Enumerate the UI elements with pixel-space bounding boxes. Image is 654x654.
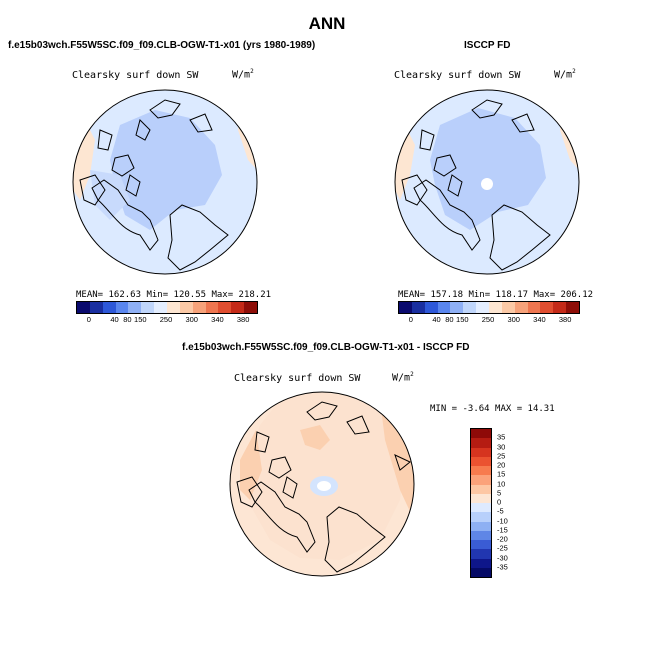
colorbar-swatch bbox=[205, 302, 219, 313]
colorbar-ticks-left: 0 40 80 150 250 300 340 380 bbox=[76, 315, 256, 325]
colorbar-tick-label: 150 bbox=[456, 315, 469, 324]
colorbar-tick-label: -15 bbox=[497, 525, 508, 535]
colorbar-swatch bbox=[471, 438, 491, 448]
colorbar-tick-label: 340 bbox=[533, 315, 546, 324]
colorbar-swatch bbox=[218, 302, 232, 313]
colorbar-swatch bbox=[471, 475, 491, 485]
colorbar-tick-label: 380 bbox=[236, 315, 250, 324]
diff-title: f.e15b03wch.F55W5SC.f09_f09.CLB-OGW-T1-x… bbox=[182, 342, 470, 353]
colorbar-swatch bbox=[411, 302, 425, 313]
colorbar-tick-label: 25 bbox=[497, 451, 506, 461]
colorbar-swatch bbox=[141, 302, 155, 313]
colorbar-swatch bbox=[128, 302, 142, 313]
page-title: ANN bbox=[308, 14, 346, 33]
colorbar-swatch bbox=[244, 302, 258, 313]
colorbar-swatch bbox=[489, 302, 502, 313]
colorbar-tick-label: 40 bbox=[432, 315, 441, 324]
colorbar-swatch bbox=[115, 302, 129, 313]
diff-minmax: MIN = -3.64 MAX = 14.31 bbox=[430, 404, 555, 414]
colorbar-tick-label: 80 bbox=[123, 315, 132, 324]
colorbar-tick-label: 300 bbox=[507, 315, 520, 324]
colorbar-swatch bbox=[463, 302, 477, 313]
colorbar-tick-label: 80 bbox=[445, 315, 454, 324]
colorbar-swatch bbox=[399, 302, 412, 313]
colorbar-tick-label: 15 bbox=[497, 469, 506, 479]
colorbar-swatch bbox=[167, 302, 180, 313]
colorbar-diff bbox=[470, 428, 492, 578]
variable-label-right: Clearsky surf down SW bbox=[394, 70, 521, 81]
colorbar-tick-label: 380 bbox=[558, 315, 572, 324]
colorbar-tick-label: 10 bbox=[497, 479, 506, 488]
colorbar-swatch bbox=[471, 503, 491, 513]
colorbar-swatch bbox=[471, 429, 491, 439]
stats-left: MEAN= 162.63 Min= 120.55 Max= 218.21 bbox=[76, 290, 272, 300]
variable-label-left: Clearsky surf down SW bbox=[72, 70, 199, 81]
colorbar-tick-label: 0 bbox=[497, 497, 502, 507]
colorbar-swatch bbox=[471, 447, 491, 457]
colorbar-tick-label: -25 bbox=[497, 543, 508, 553]
colorbar-tick-label: -35 bbox=[497, 562, 508, 572]
colorbar-tick-label: 250 bbox=[159, 315, 173, 324]
case-title-right: ISCCP FD bbox=[464, 40, 511, 51]
colorbar-tick-label: -30 bbox=[497, 553, 508, 562]
colorbar-swatch bbox=[89, 302, 103, 313]
colorbar-swatch bbox=[471, 456, 491, 466]
colorbar-swatch bbox=[471, 484, 491, 494]
colorbar-swatch bbox=[471, 521, 491, 531]
colorbar-swatch bbox=[231, 302, 245, 313]
colorbar-ticks-right: 0 40 80 150 250 300 340 380 bbox=[398, 315, 578, 325]
colorbar-tick-label: -10 bbox=[497, 516, 508, 525]
units-label-diff: W/m2 bbox=[392, 371, 414, 384]
colorbar-swatch bbox=[471, 512, 491, 522]
colorbar-tick-label: 30 bbox=[497, 442, 506, 451]
colorbar-swatch bbox=[192, 302, 206, 313]
colorbar-tick-label: 35 bbox=[497, 432, 506, 442]
colorbar-swatch bbox=[514, 302, 528, 313]
colorbar-tick-label: 5 bbox=[497, 488, 502, 498]
colorbar-swatch bbox=[77, 302, 90, 313]
colorbar-tick-label: 20 bbox=[497, 460, 506, 470]
colorbar-swatch bbox=[471, 493, 491, 503]
colorbar-swatch bbox=[154, 302, 168, 313]
colorbar-swatch bbox=[424, 302, 438, 313]
colorbar-swatch bbox=[471, 558, 491, 568]
colorbar-right bbox=[398, 301, 580, 314]
colorbar-tick-label: 150 bbox=[134, 315, 147, 324]
colorbar-swatch bbox=[102, 302, 116, 313]
colorbar-tick-label: -20 bbox=[497, 534, 508, 544]
colorbar-tick-label: 340 bbox=[211, 315, 224, 324]
colorbar-tick-label: 0 bbox=[408, 315, 413, 324]
colorbar-swatch bbox=[553, 302, 567, 313]
colorbar-swatch bbox=[566, 302, 580, 313]
colorbar-tick-label: 300 bbox=[185, 315, 198, 324]
colorbar-tick-label: -5 bbox=[497, 506, 504, 516]
colorbar-swatch bbox=[471, 549, 491, 559]
stats-right: MEAN= 157.18 Min= 118.17 Max= 206.12 bbox=[398, 290, 594, 300]
units-label-left: W/m2 bbox=[232, 68, 254, 81]
colorbar-tick-label: 40 bbox=[110, 315, 119, 324]
colorbar-swatch bbox=[437, 302, 451, 313]
colorbar-tick-label: 0 bbox=[86, 315, 91, 324]
colorbar-swatch bbox=[527, 302, 541, 313]
colorbar-swatch bbox=[476, 302, 490, 313]
units-label-right: W/m2 bbox=[554, 68, 576, 81]
colorbar-swatch bbox=[471, 540, 491, 550]
colorbar-left bbox=[76, 301, 258, 314]
variable-label-diff: Clearsky surf down SW bbox=[234, 373, 361, 384]
colorbar-swatch bbox=[471, 567, 491, 577]
colorbar-swatch bbox=[540, 302, 554, 313]
case-title-left: f.e15b03wch.F55W5SC.f09_f09.CLB-OGW-T1-x… bbox=[8, 40, 316, 51]
colorbar-swatch bbox=[179, 302, 193, 313]
colorbar-swatch bbox=[471, 530, 491, 540]
colorbar-swatch bbox=[471, 466, 491, 476]
colorbar-tick-label: 250 bbox=[481, 315, 495, 324]
colorbar-swatch bbox=[450, 302, 464, 313]
colorbar-swatch bbox=[501, 302, 515, 313]
